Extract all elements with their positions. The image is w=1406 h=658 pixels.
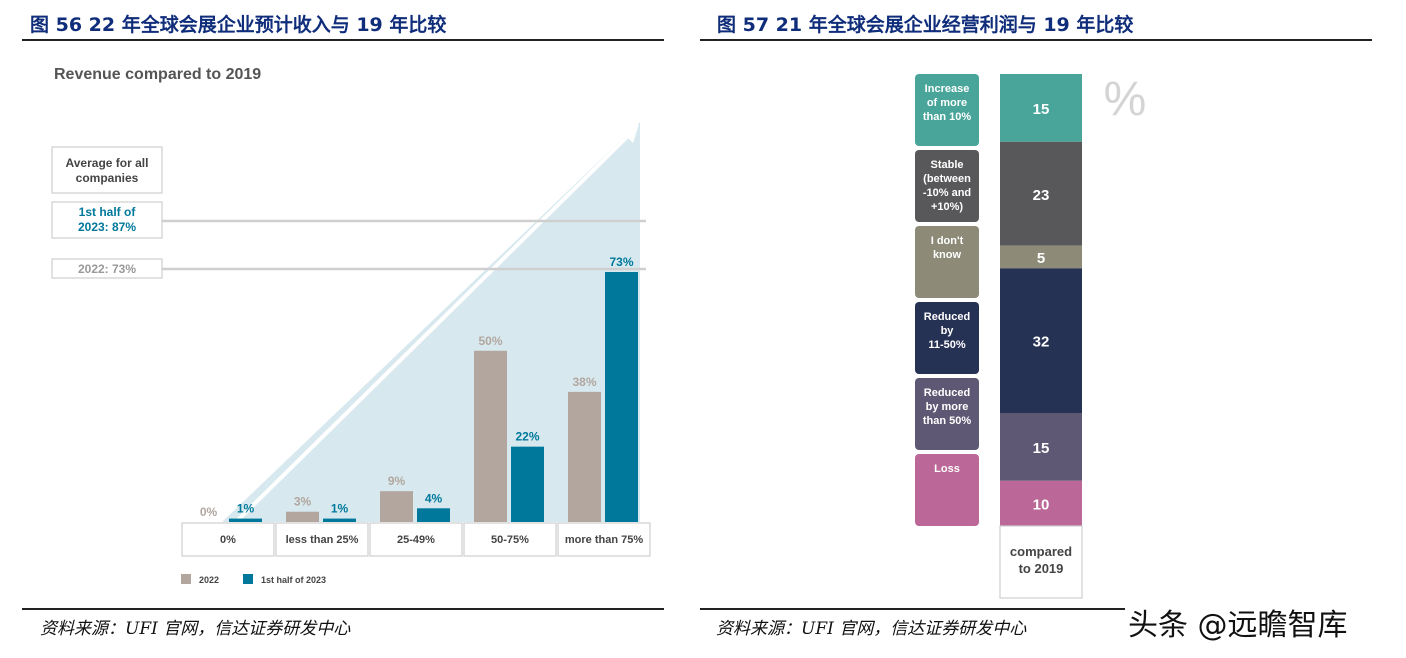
segment-label-text: I don't — [931, 235, 964, 247]
bar-2022 — [286, 511, 319, 522]
segment-label-box — [915, 302, 979, 374]
stack-value-label: 10 — [1033, 496, 1050, 513]
stack-value-label: 15 — [1033, 101, 1050, 118]
segment-label-box — [915, 150, 979, 222]
bar-value-label: 50% — [478, 334, 502, 348]
segment-label-box — [915, 454, 979, 526]
bar-value-label: 3% — [294, 495, 312, 509]
reference-label-average: companies — [76, 171, 139, 185]
stack-segment — [1000, 141, 1082, 246]
category-label: compared — [1010, 544, 1072, 559]
reference-box-average — [51, 146, 163, 194]
segment-label-text: Loss — [934, 463, 960, 475]
legend-label-2023: 1st half of 2023 — [261, 575, 326, 585]
segment-label-text: Stable — [930, 159, 963, 171]
segment-label-text: by — [941, 325, 955, 337]
category-label: to 2019 — [1019, 561, 1064, 576]
figure-56-source: 资料来源：UFI 官网，信达证券研发中心 — [40, 619, 351, 639]
growth-arrowhead — [620, 124, 639, 143]
segment-label-text: of more — [927, 97, 967, 109]
stack-segment — [1000, 74, 1082, 142]
segment-label-text: know — [933, 249, 962, 261]
figure-57-source-rule — [700, 608, 1125, 610]
segment-label-text: Reduced — [924, 311, 970, 323]
segment-label-text: (between — [923, 173, 971, 185]
category-label: 0% — [220, 534, 236, 546]
segment-label-text: Reduced — [924, 387, 970, 399]
legend-swatch-2022 — [181, 574, 191, 584]
bar-value-label: 1% — [331, 502, 349, 516]
bar-2023 — [323, 518, 356, 522]
stack-value-label: 5 — [1037, 250, 1045, 267]
reference-label-2022: 2022: 73% — [78, 262, 136, 276]
bar-value-label: 9% — [388, 474, 406, 488]
segment-label-text: than 10% — [923, 111, 972, 123]
reference-label-2023: 1st half of — [79, 205, 137, 219]
bar-2022 — [568, 391, 601, 522]
category-box — [275, 522, 369, 557]
bar-value-label: 38% — [572, 375, 596, 389]
legend-swatch-2023 — [243, 574, 253, 584]
bar-value-label: 4% — [425, 491, 443, 505]
category-box — [181, 522, 275, 557]
stack-segment — [1000, 268, 1082, 413]
bar-value-label: 1% — [237, 502, 255, 516]
legend-label-2022: 2022 — [199, 575, 219, 585]
profit-chart: Increase of more than 10% Stable (between -10… — [915, 73, 1147, 599]
bar-2023 — [417, 508, 450, 522]
figure-56-title-rule — [22, 39, 664, 41]
segment-label-text: -10% and — [923, 187, 971, 199]
category-label: less than 25% — [286, 534, 359, 546]
percent-unit-label: % — [1104, 73, 1147, 126]
figure-57-title-rule — [700, 39, 1372, 41]
reference-label-2023: 2023: 87% — [78, 220, 136, 234]
segment-label-text: by more — [926, 401, 969, 413]
segment-label-box — [915, 74, 979, 146]
segment-label-boxes: Increase of more than 10% Stable (between -10… — [915, 74, 979, 526]
revenue-legend: 2022 1st half of 2023 — [181, 574, 326, 585]
category-label: more than 75% — [565, 534, 643, 546]
bar-2022 — [380, 491, 413, 522]
segment-label-text: 11-50% — [928, 339, 966, 351]
bar-value-label: 73% — [609, 255, 633, 269]
category-label: 25-49% — [397, 534, 435, 546]
figure-57-source: 资料来源：UFI 官网，信达证券研发中心 — [716, 619, 1027, 639]
category-boxes: 0% less than 25% 25-49% 50-75% more than 75% — [181, 522, 651, 557]
bar-2022 — [474, 350, 507, 522]
category-box — [369, 522, 463, 557]
bar-2023 — [511, 446, 544, 522]
figure-56-source-rule — [22, 608, 664, 610]
bar-2023 — [229, 518, 262, 522]
stack-value-label: 15 — [1033, 440, 1050, 457]
category-box — [463, 522, 557, 557]
bar-2023 — [605, 272, 638, 522]
stacked-bar: 15 23 5 32 15 10 compared to 2019 — [999, 74, 1083, 599]
segment-label-text: than 50% — [923, 415, 972, 427]
growth-arrow — [234, 130, 634, 524]
stack-segment — [1000, 245, 1082, 269]
figure-57-title: 图 57 21 年全球会展企业经营利润与 19 年比较 — [717, 14, 1134, 36]
segment-label-box — [915, 378, 979, 450]
figure-56-title: 图 56 22 年全球会展企业预计收入与 19 年比较 — [30, 14, 447, 36]
revenue-chart: Revenue compared to 2019 Average for all… — [51, 66, 651, 585]
watermark: 头条 @远瞻智库 — [1128, 608, 1348, 643]
category-box — [999, 525, 1083, 599]
reference-label-average: Average for all — [66, 156, 149, 170]
stack-segment — [1000, 413, 1082, 481]
reference-box-2023 — [51, 201, 163, 239]
revenue-bars: 0% 1% 3% 1% 9% 4% 50% 22% 38% 73% — [200, 255, 638, 522]
bar-value-label: 22% — [515, 430, 539, 444]
category-label: 50-75% — [491, 534, 529, 546]
segment-label-text: Increase — [925, 83, 970, 95]
revenue-chart-title: Revenue compared to 2019 — [54, 66, 261, 83]
stack-value-label: 32 — [1033, 334, 1050, 351]
stack-segment — [1000, 480, 1082, 526]
reference-box-2022 — [51, 258, 163, 279]
bar-value-label: 0% — [200, 505, 218, 519]
stack-value-label: 23 — [1033, 187, 1050, 204]
category-box — [557, 522, 651, 557]
segment-label-text: +10%) — [931, 201, 963, 213]
segment-label-box — [915, 226, 979, 298]
